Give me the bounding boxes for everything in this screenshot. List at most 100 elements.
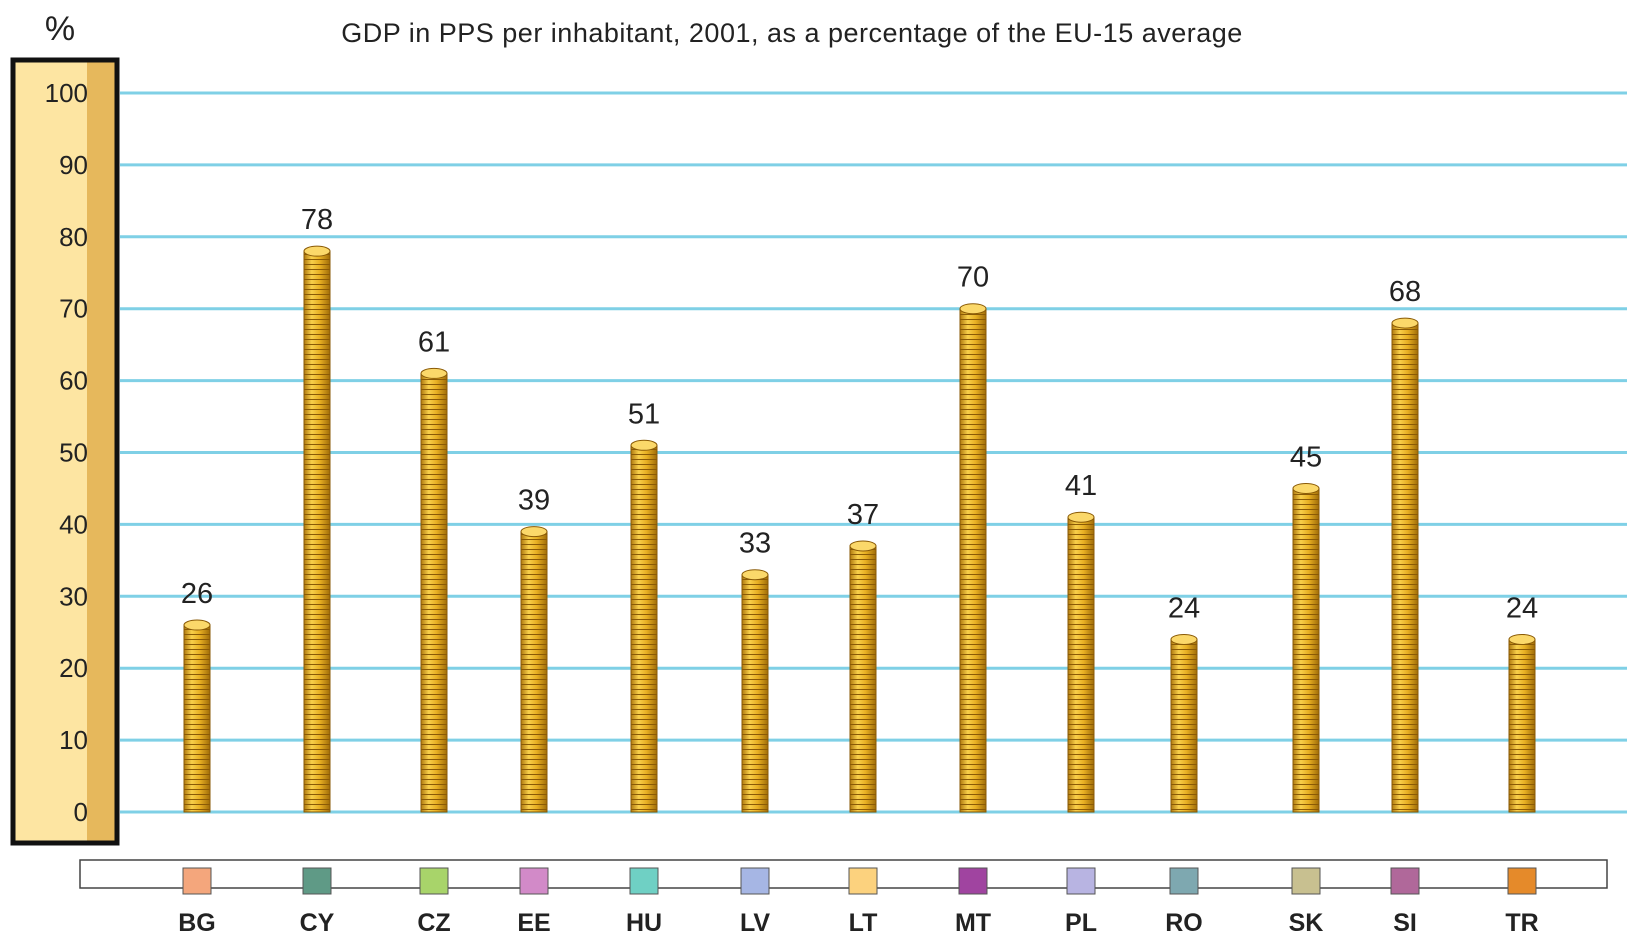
bar-coin-texture [742, 574, 768, 812]
bar-top-cap [849, 540, 877, 552]
bar-coin-texture [1068, 517, 1094, 812]
data-label: 24 [1168, 592, 1200, 624]
y-tick-label: 40 [59, 509, 88, 539]
y-tick-label: 30 [59, 581, 88, 611]
data-label: 78 [301, 204, 333, 236]
legend [79, 859, 1608, 895]
bar-RO [1170, 633, 1198, 813]
bar-top-cap [303, 245, 331, 257]
data-label: 33 [739, 528, 771, 560]
bar-coin-texture [850, 545, 876, 812]
category-label: LV [740, 909, 770, 937]
y-tick-label: 0 [74, 797, 88, 827]
category-label: SK [1289, 909, 1324, 937]
y-tick-label: 70 [59, 294, 88, 324]
legend-swatch-EE [519, 867, 549, 895]
legend-frame [79, 859, 1608, 889]
chart-title: GDP in PPS per inhabitant, 2001, as a pe… [341, 18, 1243, 48]
category-label: CZ [417, 909, 450, 937]
bar-SK [1292, 482, 1320, 813]
y-tick-label: 50 [59, 438, 88, 468]
legend-swatch-TR [1507, 867, 1537, 895]
legend-swatch-LT [848, 867, 878, 895]
bar-coin-texture [960, 308, 986, 812]
bar-top-cap [420, 367, 448, 379]
y-tick-label: 80 [59, 222, 88, 252]
bar-top-cap [183, 619, 211, 631]
data-label: 41 [1065, 470, 1097, 502]
legend-swatch-SK [1291, 867, 1321, 895]
bar-coin-texture [1171, 639, 1197, 812]
data-label: 51 [628, 398, 660, 430]
category-label: LT [849, 909, 878, 937]
legend-swatch-HU [629, 867, 659, 895]
y-axis-band-dark [87, 60, 117, 843]
legend-swatch-PL [1066, 867, 1096, 895]
data-label: 68 [1389, 276, 1421, 308]
bar-TR [1508, 633, 1536, 813]
bar-coin-texture [521, 531, 547, 812]
bar-HU [630, 439, 658, 813]
data-label: 37 [847, 499, 879, 531]
bar-LT [849, 540, 877, 813]
category-label: EE [517, 909, 550, 937]
legend-swatch-BG [182, 867, 212, 895]
y-tick-labels: 0 10 20 30 40 50 60 70 80 90 100 [45, 78, 88, 827]
data-label: 61 [418, 326, 450, 358]
bar-BG [183, 619, 211, 813]
data-label: 26 [181, 578, 213, 610]
bar-top-cap [520, 526, 548, 538]
y-tick-label: 20 [59, 653, 88, 683]
legend-swatch-MT [958, 867, 988, 895]
bar-PL [1067, 511, 1095, 813]
bar-coin-texture [184, 625, 210, 812]
bars [183, 245, 1536, 813]
bar-top-cap [959, 303, 987, 315]
legend-swatch-RO [1169, 867, 1199, 895]
bar-top-cap [1067, 511, 1095, 523]
bar-top-cap [741, 569, 769, 581]
category-label: RO [1165, 909, 1203, 937]
bar-top-cap [1508, 633, 1536, 645]
bar-coin-texture [304, 251, 330, 812]
category-label: MT [955, 909, 991, 937]
bar-coin-texture [421, 373, 447, 812]
y-axis-band [10, 57, 120, 846]
legend-swatches [182, 867, 1537, 895]
category-label: CY [300, 909, 335, 937]
y-axis-frame [10, 57, 120, 846]
bar-coin-texture [631, 445, 657, 812]
data-label: 70 [957, 262, 989, 294]
y-axis-band-light [13, 60, 87, 843]
bar-CY [303, 245, 331, 813]
bar-CZ [420, 367, 448, 813]
bar-MT [959, 303, 987, 813]
bar-top-cap [1170, 633, 1198, 645]
data-label: 45 [1290, 441, 1322, 473]
category-label: SI [1393, 909, 1417, 937]
data-label: 24 [1506, 592, 1538, 624]
gridlines [120, 91, 1627, 814]
y-tick-label: 10 [59, 725, 88, 755]
bar-top-cap [630, 439, 658, 451]
y-tick-label: 60 [59, 366, 88, 396]
category-label: HU [626, 909, 662, 937]
legend-swatch-CY [302, 867, 332, 895]
data-labels: 26 78 61 39 51 33 37 70 41 24 45 68 24 [181, 204, 1538, 624]
y-tick-label: 90 [59, 150, 88, 180]
y-tick-label: 100 [45, 78, 88, 108]
bar-coin-texture [1293, 488, 1319, 812]
category-label: BG [178, 909, 216, 937]
bar-top-cap [1391, 317, 1419, 329]
data-label: 39 [518, 485, 550, 517]
bar-EE [520, 526, 548, 813]
y-axis-label: % [45, 10, 75, 48]
category-labels: BG CY CZ EE HU LV LT MT PL RO SK SI TR [178, 909, 1538, 937]
bar-coin-texture [1509, 639, 1535, 812]
legend-swatch-SI [1390, 867, 1420, 895]
bar-top-cap [1292, 482, 1320, 494]
category-label: PL [1065, 909, 1097, 937]
bar-SI [1391, 317, 1419, 813]
